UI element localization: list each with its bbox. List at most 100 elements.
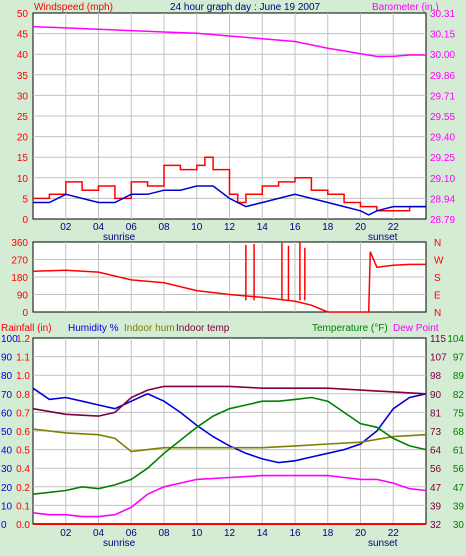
barometer-tick: 29.10 (430, 174, 455, 185)
x-tick-label: 02 (60, 222, 72, 233)
temp-tick-b: 82 (453, 390, 465, 401)
humidity-tick: 30 (1, 464, 13, 475)
wind-series (32, 25, 426, 216)
x-tick-label: 08 (158, 222, 170, 233)
rainfall-tick: 0.5 (16, 446, 30, 457)
rainfall-tick: 0.2 (16, 483, 30, 494)
rainfall-tick: 0.1 (16, 501, 30, 512)
temperature-series (32, 385, 427, 525)
barometer-tick: 28.94 (430, 194, 455, 205)
temp-tick-b: 104 (447, 334, 464, 345)
x-tick-label: 16 (289, 528, 301, 539)
x-tick-label: 22 (388, 222, 400, 233)
temp-tick-a: 32 (430, 520, 442, 531)
barometer-tick: 30.00 (430, 50, 455, 61)
barometer-axis-label: Barometer (in.) (372, 2, 439, 13)
direction-degree-tick: 0 (22, 308, 28, 319)
rainfall-tick: 0.7 (16, 408, 30, 419)
temp-tick-b: 97 (453, 353, 465, 364)
temp-tick-b: 39 (453, 501, 465, 512)
barometer-tick: 30.15 (430, 30, 455, 41)
x-tick-label: 10 (191, 528, 203, 539)
x-tick-label: 18 (322, 528, 334, 539)
wind-x-tick-labels: 02 04 06 08 10 12 14 16 18 20 22 (60, 222, 399, 233)
x-tick-label: 20 (355, 222, 367, 233)
temp-tick-b: 47 (453, 483, 465, 494)
humidity-tick: 80 (1, 371, 13, 382)
barometer-tick: 29.55 (430, 112, 455, 123)
x-tick-label: 14 (257, 222, 269, 233)
sunrise-label-bottom: sunrise (103, 538, 136, 549)
rainfall-tick: 1.1 (16, 353, 30, 364)
wind-line (33, 185, 426, 216)
temp-tick-a: 115 (430, 334, 446, 345)
temp-tick-a: 81 (430, 408, 442, 419)
dew_point-line (32, 474, 427, 518)
x-tick-label: 08 (158, 528, 170, 539)
temperature-x-tick-labels: 02 04 06 08 10 12 14 16 18 20 22 (60, 528, 399, 539)
humidity-tick: 60 (1, 408, 13, 419)
temp-tick-a: 47 (430, 483, 442, 494)
barometer-tick-labels: 28.79 28.94 29.10 29.25 29.40 29.55 29.71 29.86… (430, 9, 455, 226)
barometer-tick: 29.40 (430, 133, 455, 144)
chart-title: 24 hour graph day : June 19 2007 (170, 2, 321, 13)
indoor-hum-legend: Indoor hum (124, 323, 175, 334)
windspeed-tick: 0 (22, 215, 28, 226)
direction-degree-tick: 180 (11, 273, 28, 284)
windspeed-tick: 5 (22, 194, 28, 205)
humidity-tick: 20 (1, 483, 13, 494)
windspeed-tick: 30 (17, 91, 29, 102)
direction-series (32, 242, 426, 313)
x-tick-label: 20 (355, 528, 367, 539)
indoor_temp-line (32, 385, 427, 417)
dew-point-legend: Dew Point (393, 323, 439, 334)
temp-tick-a: 39 (430, 501, 442, 512)
temp-tick-b: 75 (453, 408, 465, 419)
barometer-line (32, 25, 426, 58)
windspeed-axis-label: Windspeed (mph) (34, 2, 113, 13)
rainfall-tick: 0.6 (16, 427, 30, 438)
indoor_hum-line (32, 428, 427, 453)
temp-tick-b: 30 (453, 520, 465, 531)
windspeed-tick: 40 (17, 50, 29, 61)
rainfall-tick: 0.0 (16, 520, 30, 531)
x-tick-label: 02 (60, 528, 72, 539)
rainfall-tick: 1.0 (16, 371, 30, 382)
x-tick-label: 12 (224, 222, 236, 233)
temp-tick-a: 64 (430, 446, 442, 457)
x-tick-label: 06 (126, 222, 138, 233)
direction-grid (33, 242, 426, 312)
windspeed-tick: 15 (17, 153, 29, 164)
rainfall-tick: 1.2 (16, 334, 30, 345)
humidity-tick: 0 (1, 520, 7, 531)
x-tick-label: 12 (224, 528, 236, 539)
humidity-tick: 90 (1, 353, 13, 364)
x-tick-label: 04 (93, 528, 105, 539)
windspeed-tick: 45 (17, 30, 29, 41)
temp-tick-a: 107 (430, 353, 447, 364)
sunrise-label: sunrise (103, 232, 136, 243)
direction-compass-tick: N (434, 308, 441, 319)
temperature-line (32, 396, 427, 495)
direction-degree-labels: 0 90 180 270 360 (11, 238, 28, 319)
direction-compass-tick: S (434, 273, 441, 284)
x-tick-label: 18 (322, 222, 334, 233)
direction-degree-tick: 90 (17, 291, 29, 302)
temp-tick-a: 90 (430, 390, 442, 401)
direction-compass-tick: E (434, 291, 441, 302)
x-tick-label: 16 (289, 222, 301, 233)
humidity-tick: 10 (1, 501, 13, 512)
temperature-legend: Temperature (°F) (312, 323, 388, 334)
temp-tick-b: 61 (453, 446, 465, 457)
windspeed-tick: 10 (17, 174, 29, 185)
windspeed-tick: 25 (17, 112, 29, 123)
windspeed-tick: 20 (17, 133, 29, 144)
temperature-grid (33, 338, 426, 524)
barometer-tick: 29.71 (430, 91, 455, 102)
windspeed-tick-labels: 0 5 10 15 20 25 30 35 40 45 50 (17, 9, 29, 226)
x-tick-label: 10 (191, 222, 203, 233)
barometer-tick: 30.31 (430, 9, 455, 20)
